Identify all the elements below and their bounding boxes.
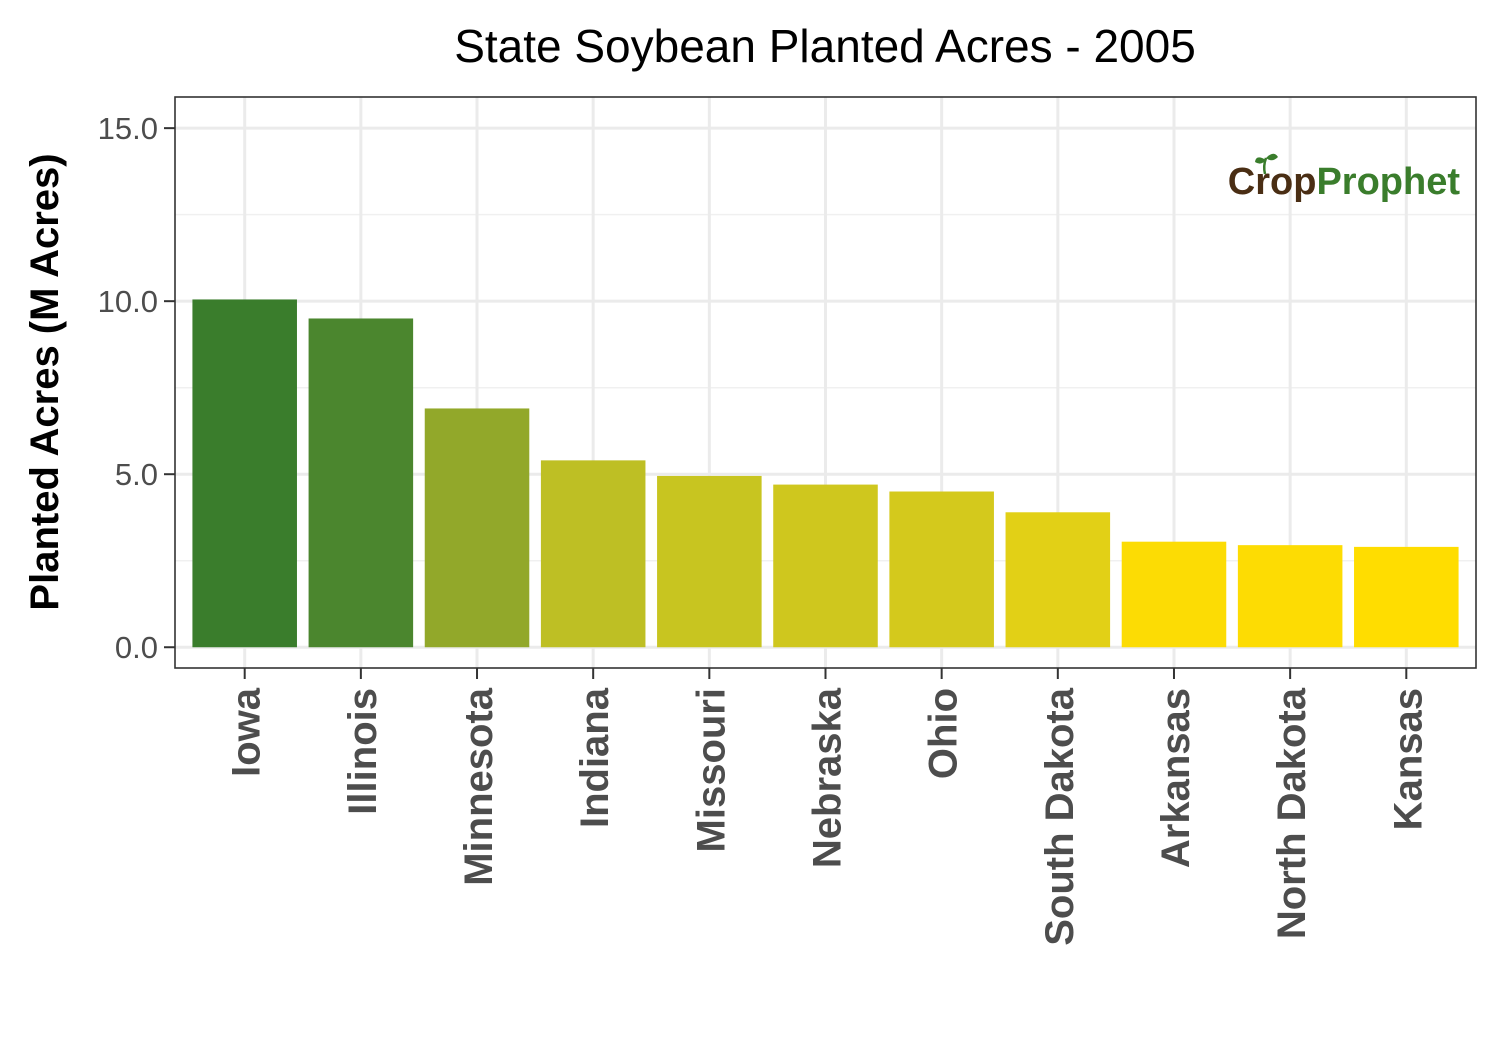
x-tick-label: Iowa <box>225 687 269 777</box>
y-tick-label: 10.0 <box>98 284 158 319</box>
x-tick-label: North Dakota <box>1270 687 1314 939</box>
x-tick-label: Arkansas <box>1154 688 1198 868</box>
bar-ohio <box>889 491 994 648</box>
crop-prophet-logo: CropProphet <box>1228 153 1461 203</box>
bar-south-dakota <box>1005 512 1111 648</box>
bar-arkansas <box>1121 541 1227 648</box>
x-tick-label: Minnesota <box>457 687 501 886</box>
bar-illinois <box>308 318 414 648</box>
x-tick-label: Illinois <box>341 688 385 815</box>
bar-iowa <box>192 299 297 648</box>
x-tick-label: South Dakota <box>1038 687 1082 946</box>
bar-indiana <box>540 460 646 648</box>
bar-minnesota <box>424 408 530 648</box>
bar-kansas <box>1354 546 1459 648</box>
x-tick-label: Kansas <box>1386 688 1430 830</box>
y-tick-label: 0.0 <box>115 630 158 665</box>
x-tick-label: Indiana <box>573 687 617 828</box>
logo-text: CropProphet <box>1228 161 1461 203</box>
y-tick-label: 15.0 <box>98 111 158 146</box>
chart-title: State Soybean Planted Acres - 2005 <box>454 20 1196 72</box>
sprout-icon <box>1255 153 1278 175</box>
bar-missouri <box>657 475 762 648</box>
plot-area: 0.0 5.0 10.0 15.0 Iowa Illinois Minnesota India… <box>98 96 1477 946</box>
x-tick-label: Nebraska <box>806 687 850 868</box>
y-axis-label: Planted Acres (M Acres) <box>23 153 67 610</box>
logo-text-prophet: Prophet <box>1316 161 1460 203</box>
bar-nebraska <box>773 484 878 648</box>
x-tick-label: Ohio <box>922 688 966 779</box>
bar-north-dakota <box>1237 545 1343 648</box>
logo-text-crop: Crop <box>1228 161 1317 203</box>
y-tick-label: 5.0 <box>115 457 158 492</box>
x-tick-label: Missouri <box>689 688 733 852</box>
